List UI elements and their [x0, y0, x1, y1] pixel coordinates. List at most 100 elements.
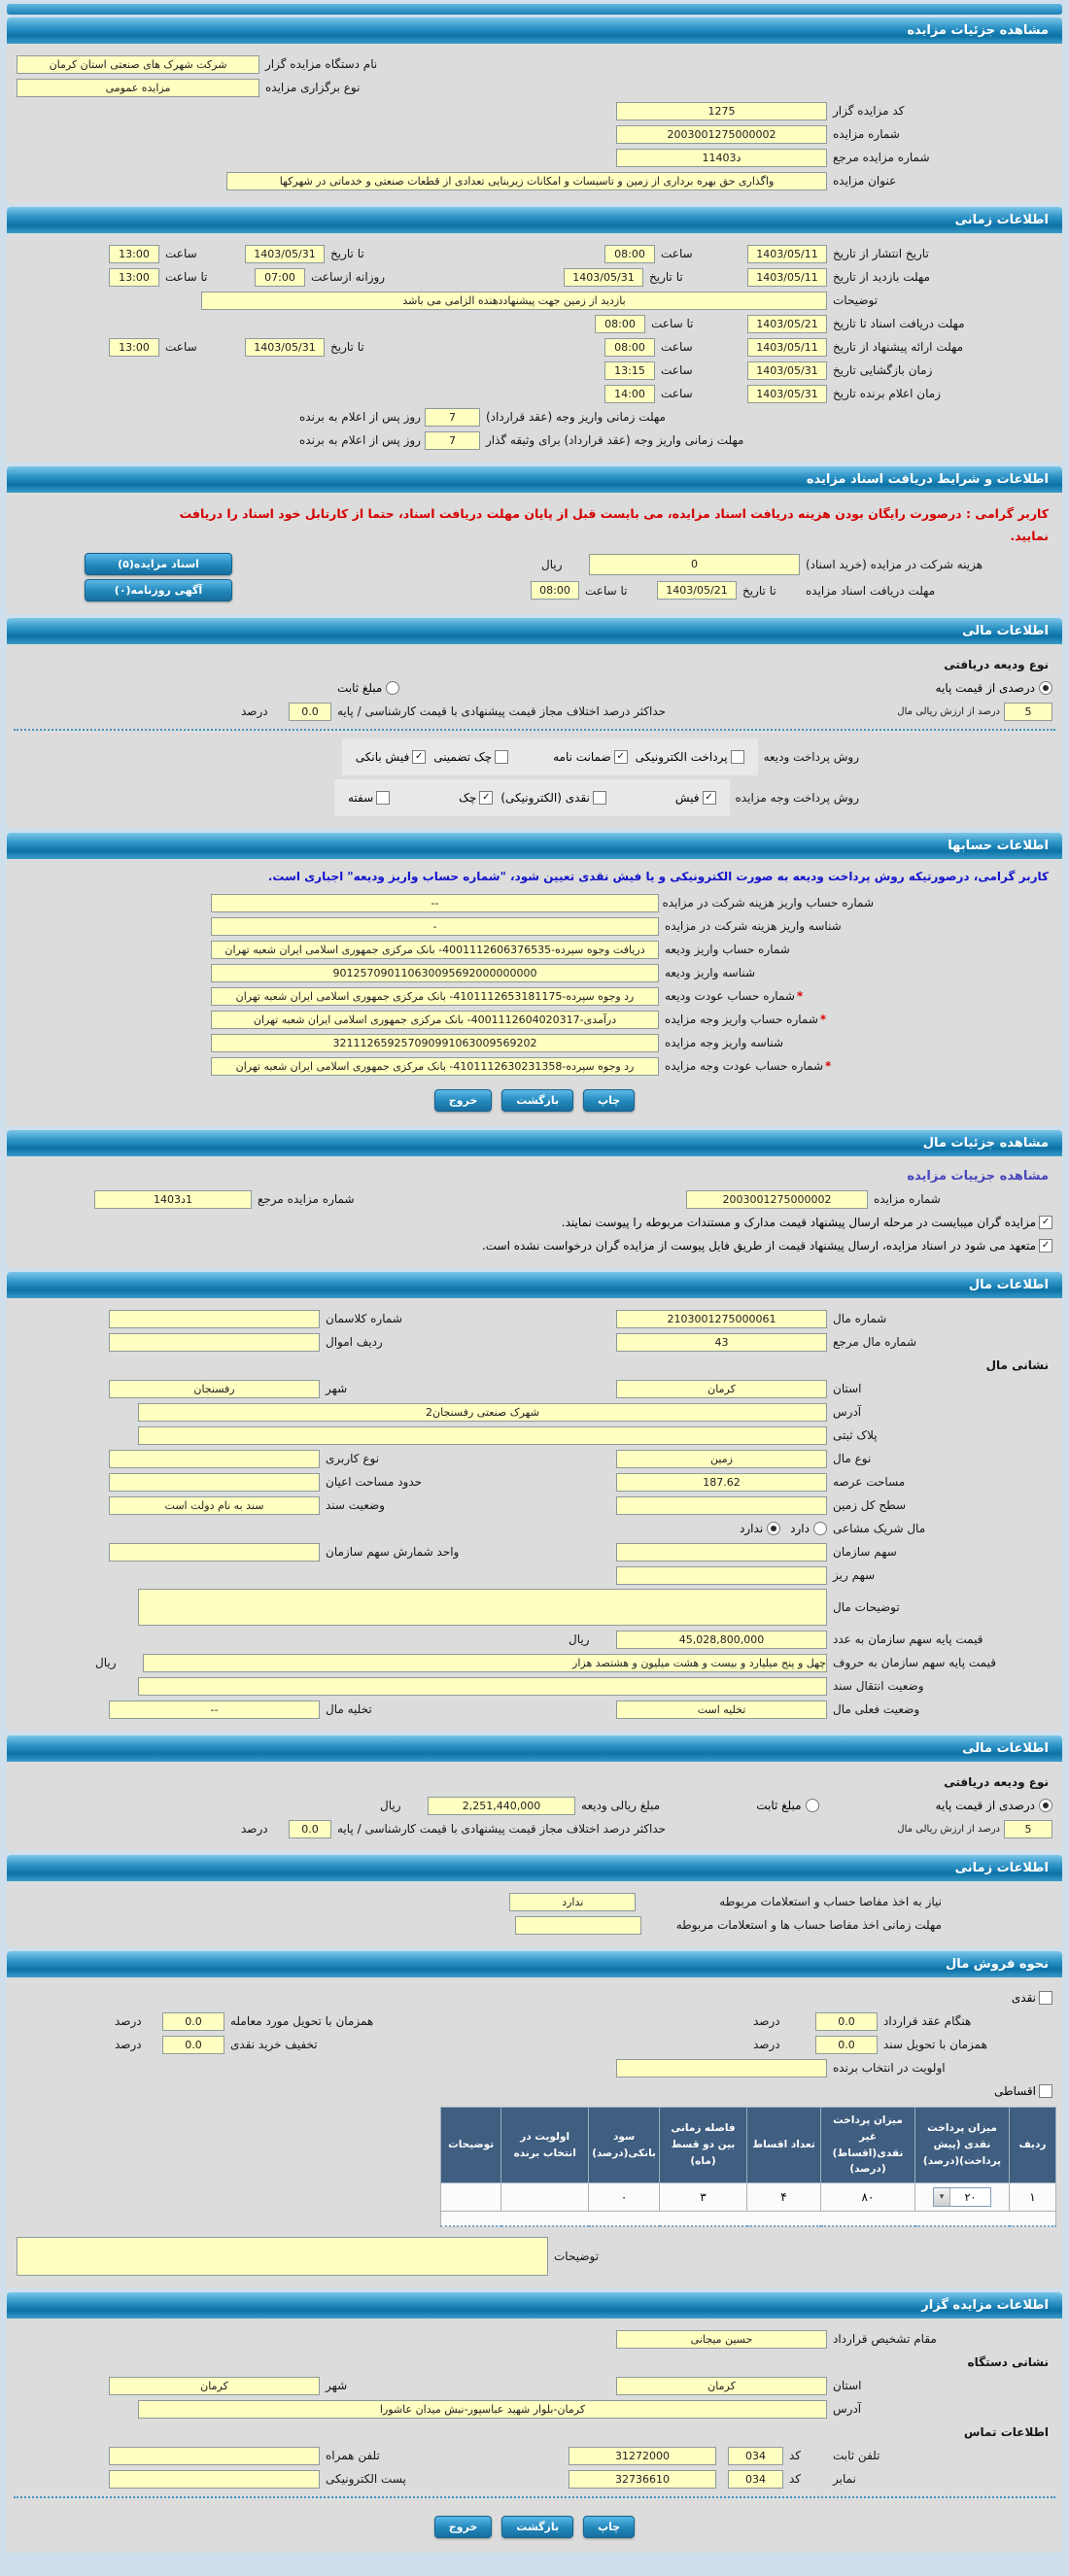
asset-row-field[interactable]	[109, 1332, 320, 1352]
auction-pay-account-field[interactable]: درآمدی-4001112604020317- بانک مرکزی جمهو…	[211, 1010, 659, 1029]
winner-time[interactable]: 14:00	[604, 384, 655, 403]
publish-to-time[interactable]: 13:00	[109, 244, 159, 263]
print-button-bottom[interactable]: چاپ	[583, 2516, 636, 2539]
pay-deadline-days[interactable]: 7	[424, 407, 480, 427]
joint-owner-yes-radio[interactable]	[813, 1522, 827, 1535]
mal-auction-ref-field[interactable]: 1د1403	[94, 1189, 252, 1209]
offer-to-date[interactable]: 1403/05/31	[245, 337, 325, 357]
phone-field[interactable]: 31272000	[569, 2446, 716, 2465]
plate-number-field[interactable]	[138, 1425, 827, 1445]
back-button-bottom[interactable]: بازگشت	[501, 2516, 574, 2539]
winner-date[interactable]: 1403/05/31	[747, 384, 827, 403]
base-price-words-field[interactable]: چهل و پنج میلیارد و بیست و هشت میلیون و …	[143, 1653, 827, 1672]
visit-from-time[interactable]: 07:00	[255, 267, 305, 287]
cash-electronic-checkbox[interactable]	[592, 791, 606, 805]
visit-from-date[interactable]: 1403/05/11	[747, 267, 827, 287]
auction-pay-id-field[interactable]: 321112659257090991063009569202	[211, 1033, 659, 1052]
auction-ref-field[interactable]: د11403	[616, 148, 827, 167]
cash-sale-checkbox[interactable]	[1039, 1991, 1052, 2005]
print-button[interactable]: چاپ	[583, 1089, 636, 1112]
cash-percent-select[interactable]: ▾ ۲۰	[933, 2187, 991, 2208]
offer-from-time[interactable]: 08:00	[604, 337, 655, 357]
email-field[interactable]	[109, 2469, 320, 2489]
winner-priority-field[interactable]	[616, 2058, 827, 2078]
city-field[interactable]: رفسنجان	[109, 1379, 320, 1398]
auction-docs-button[interactable]: اسناد مزایده(۵)	[85, 553, 232, 575]
current-status-field[interactable]: تخلیه است	[616, 1700, 827, 1719]
device-name-field[interactable]: شرکت شهرک های صنعتی استان کرمان	[17, 54, 259, 74]
visit-to-time[interactable]: 13:00	[109, 267, 159, 287]
deposit-id-field[interactable]: 901257090110630095692000000000	[211, 963, 659, 982]
land-area-field[interactable]: 187.62	[616, 1472, 827, 1492]
publish-to-date[interactable]: 1403/05/31	[245, 244, 325, 263]
deposit-fixed-radio[interactable]	[386, 681, 400, 695]
phone-code-field[interactable]: 034	[728, 2446, 783, 2465]
electronic-payment-checkbox[interactable]	[730, 750, 744, 764]
publish-from-time[interactable]: 08:00	[604, 244, 655, 263]
sub-share-field[interactable]	[616, 1565, 827, 1585]
slip-checkbox[interactable]: ✓	[702, 791, 716, 805]
asset-notes-field[interactable]	[138, 1589, 827, 1626]
asset-type-field[interactable]: زمین	[616, 1449, 827, 1468]
org-city-field[interactable]: کرمان	[109, 2376, 320, 2395]
opening-date[interactable]: 1403/05/31	[747, 361, 827, 380]
attach-docs-checkbox[interactable]: ✓	[1039, 1216, 1052, 1229]
auction-return-account-field[interactable]: رد وجوه سپرده-4101112630231358- بانک مرک…	[211, 1056, 659, 1076]
exit-button-bottom[interactable]: خروج	[433, 2516, 493, 2539]
check-checkbox[interactable]: ✓	[479, 791, 494, 805]
at-delivery-field[interactable]: 0.0	[162, 2011, 224, 2031]
fee-deposit-id-field[interactable]: -	[211, 916, 659, 936]
building-area-field[interactable]	[109, 1472, 320, 1492]
installment-sale-checkbox[interactable]	[1039, 2084, 1052, 2098]
clearance-needed-field[interactable]: ندارد	[509, 1892, 637, 1911]
joint-owner-no-radio[interactable]	[767, 1522, 781, 1535]
auction-number-field[interactable]: 2003001275000002	[616, 124, 827, 144]
pay-deadline-guarantor-days[interactable]: 7	[424, 430, 480, 450]
at-deed-field[interactable]: 0.0	[815, 2035, 878, 2054]
org-province-field[interactable]: کرمان	[616, 2376, 827, 2395]
auction-type-field[interactable]: مزایده عمومی	[17, 78, 259, 97]
max-diff-field[interactable]: 0.0	[289, 702, 331, 721]
deposit-amount-field[interactable]: 2,251,440,000	[428, 1796, 576, 1815]
asset-number-field[interactable]: 2103001275000061	[616, 1309, 827, 1328]
visit-to-date[interactable]: 1403/05/31	[564, 267, 643, 287]
fee-account-field[interactable]: --	[211, 893, 659, 912]
vacate-field[interactable]: --	[109, 1700, 320, 1719]
doc-deadline-date[interactable]: 1403/05/21	[747, 314, 827, 333]
usage-type-field[interactable]	[109, 1449, 320, 1468]
promissory-note-checkbox[interactable]	[376, 791, 391, 805]
auction-title-field[interactable]: واگذاری حق بهره برداری از زمین و تاسیسات…	[226, 171, 827, 190]
offer-to-time[interactable]: 13:00	[109, 337, 159, 357]
deposit-fixed2-radio[interactable]	[805, 1799, 819, 1812]
doc-receive-time[interactable]: 08:00	[531, 581, 579, 600]
deed-transfer-field[interactable]	[138, 1676, 827, 1696]
back-button[interactable]: بازگشت	[501, 1089, 574, 1112]
mal-auction-number-field[interactable]: 2003001275000002	[686, 1189, 868, 1209]
auctioneer-code-field[interactable]: 1275	[616, 101, 827, 120]
doc-fee-field[interactable]: 0	[589, 553, 800, 575]
bank-slip-checkbox[interactable]: ✓	[412, 750, 427, 764]
mobile-field[interactable]	[109, 2446, 320, 2465]
deposit-return-account-field[interactable]: رد وجوه سپرده-4101112653181175- بانک مرک…	[211, 986, 659, 1006]
province-field[interactable]: کرمان	[616, 1379, 827, 1398]
deposit-account-field[interactable]: دریافت وجوه سپرده-4001112606376535- بانک…	[211, 940, 659, 959]
asset-ref-field[interactable]: 43	[616, 1332, 827, 1352]
no-file-required-checkbox[interactable]: ✓	[1039, 1239, 1052, 1253]
guarantee-checkbox[interactable]: ✓	[613, 750, 628, 764]
deed-status-field[interactable]: سند به نام دولت است	[109, 1495, 320, 1515]
offer-from-date[interactable]: 1403/05/11	[747, 337, 827, 357]
visit-note-field[interactable]: بازدید از زمین جهت پیشنهاددهنده الزامی م…	[201, 291, 827, 310]
opening-time[interactable]: 13:15	[604, 361, 655, 380]
certified-check-checkbox[interactable]	[495, 750, 509, 764]
fax-field[interactable]: 32736610	[569, 2469, 716, 2489]
org-address-field[interactable]: کرمان-بلوار شهید عباسپور-نبش میدان عاشور…	[138, 2399, 827, 2419]
deposit-percent-radio[interactable]	[1039, 681, 1052, 695]
doc-deadline-time[interactable]: 08:00	[595, 314, 645, 333]
total-land-field[interactable]	[616, 1495, 827, 1515]
deposit-percent-field[interactable]: 5	[1004, 702, 1052, 721]
publish-from-date[interactable]: 1403/05/11	[747, 244, 827, 263]
org-share-field[interactable]	[616, 1542, 827, 1562]
contract-authority-field[interactable]: حسین میجانی	[616, 2329, 827, 2349]
base-price-number-field[interactable]: 45,028,800,000	[616, 1630, 827, 1649]
fax-code-field[interactable]: 034	[728, 2469, 783, 2489]
